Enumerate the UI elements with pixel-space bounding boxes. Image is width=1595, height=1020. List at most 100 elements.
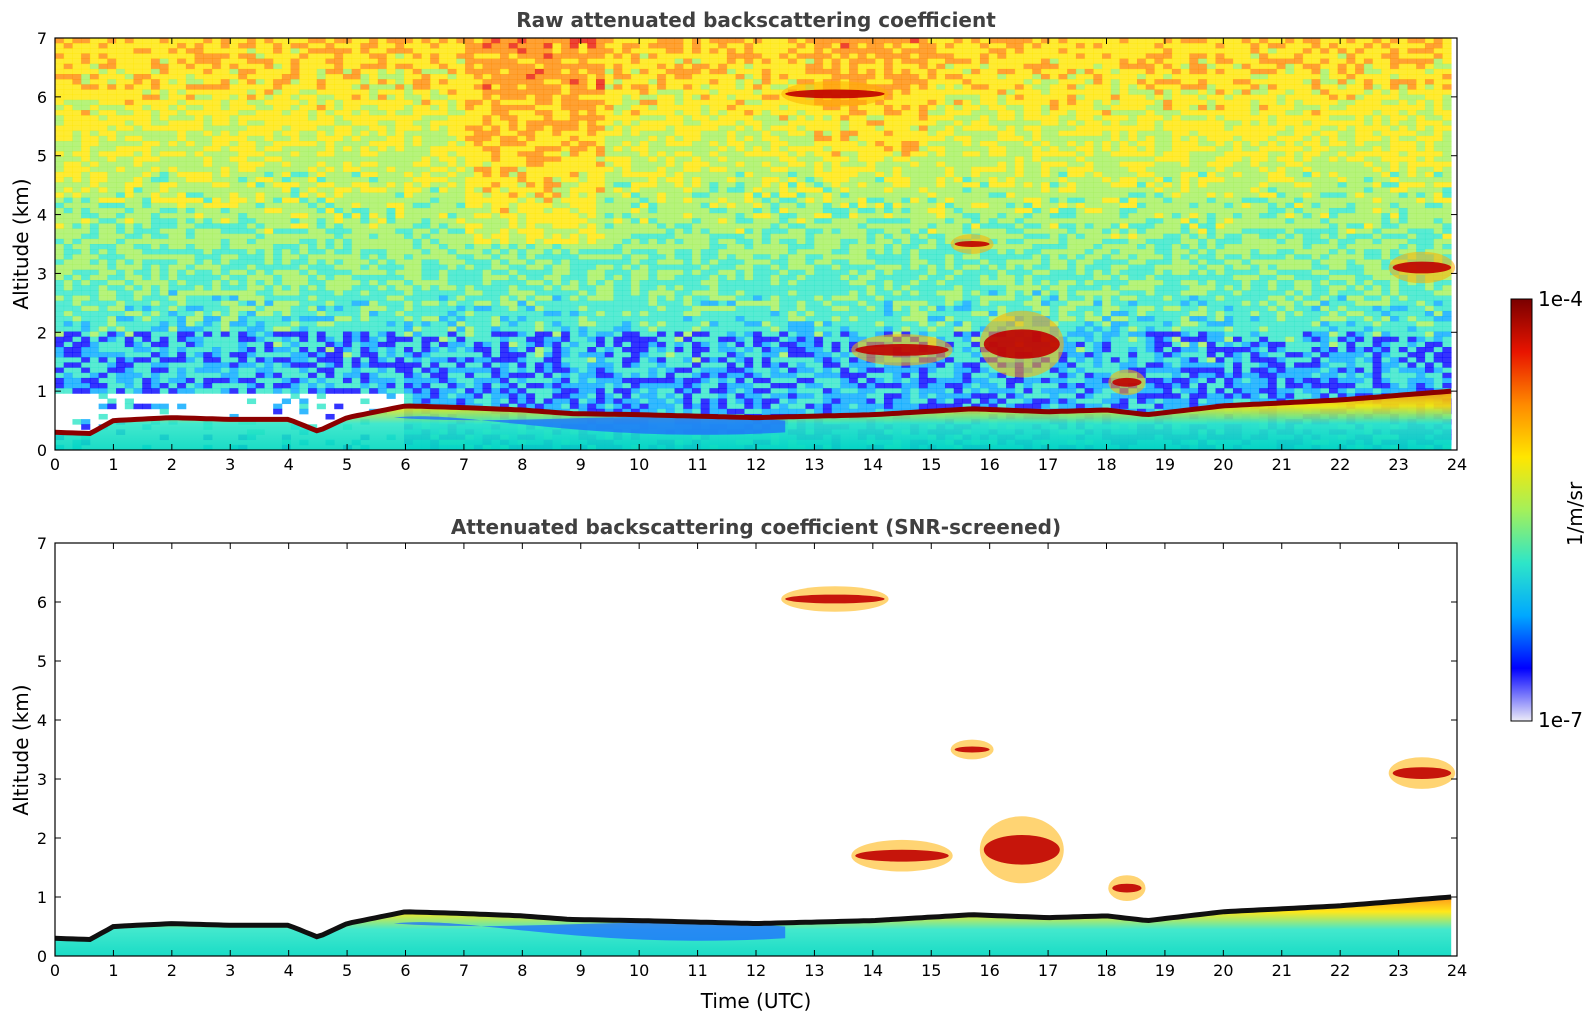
noise-background	[55, 38, 1452, 450]
x-tick-label: 0	[50, 961, 60, 980]
y-tick-label: 6	[37, 593, 47, 612]
x-tick-label: 11	[687, 455, 707, 474]
dry-layer	[393, 416, 786, 435]
x-axis: 0 1 2 3 4 5 6 7 8 9 10 11 12 13 14 15 16 17 18 19 20 21 22 23 24	[50, 38, 1467, 474]
x-tick-label: 21	[1272, 961, 1292, 980]
x-tick-label: 10	[629, 455, 649, 474]
y-tick-label: 2	[37, 323, 47, 342]
x-tick-label: 12	[746, 455, 766, 474]
cloud	[785, 594, 885, 604]
x-tick-label: 14	[863, 961, 883, 980]
y-tick-label: 5	[37, 652, 47, 671]
x-tick-label: 24	[1447, 961, 1467, 980]
x-tick-label: 13	[804, 455, 824, 474]
x-tick-label: 9	[576, 455, 586, 474]
y-axis: 0 1 2 3 4 5 6 7	[37, 534, 1457, 966]
colorbar-gradient	[1510, 298, 1533, 722]
x-tick-label: 12	[746, 961, 766, 980]
x-tick-label: 23	[1388, 961, 1408, 980]
boundary-layer-top	[55, 388, 1452, 437]
x-tick-label: 20	[1213, 455, 1233, 474]
cloud-layers	[55, 81, 1456, 450]
cloud	[954, 241, 990, 247]
y-tick-label: 3	[37, 264, 47, 283]
x-tick-label: 2	[167, 455, 177, 474]
cloud	[1392, 767, 1452, 779]
x-tick-label: 19	[1155, 961, 1175, 980]
y-tick-label: 4	[37, 206, 47, 225]
y-tick-label: 4	[37, 711, 47, 730]
x-tick-label: 5	[342, 961, 352, 980]
x-tick-label: 17	[1038, 455, 1058, 474]
x-tick-label: 9	[576, 961, 586, 980]
plot-area	[55, 38, 1456, 450]
x-tick-label: 4	[284, 961, 294, 980]
plot-frame	[54, 542, 1458, 957]
colorbar-min-label: 1e-7	[1538, 708, 1583, 732]
x-tick-label: 21	[1272, 455, 1292, 474]
colorbar-max-label: 1e-4	[1538, 287, 1583, 311]
x-tick-label: 6	[400, 455, 410, 474]
x-tick-label: 11	[687, 961, 707, 980]
cloud	[983, 329, 1060, 359]
cloud	[855, 344, 949, 356]
chart-title: Attenuated backscattering coefficient (S…	[451, 515, 1061, 539]
y-tick-label: 2	[37, 829, 47, 848]
x-tick-label: 17	[1038, 961, 1058, 980]
x-axis: 0 1 2 3 4 5 6 7 8 9 10 11 12 13 14 15 16 17 18 19 20 21 22 23 24	[50, 543, 1467, 980]
x-tick-label: 7	[459, 961, 469, 980]
x-tick-label: 13	[804, 961, 824, 980]
x-tick-label: 16	[979, 455, 999, 474]
cloud-layers	[55, 586, 1456, 956]
x-tick-label: 3	[225, 455, 235, 474]
x-tick-label: 20	[1213, 961, 1233, 980]
x-tick-label: 24	[1447, 455, 1467, 474]
cloud	[1392, 261, 1452, 274]
x-tick-label: 4	[284, 455, 294, 474]
cloud	[1112, 883, 1142, 893]
x-tick-label: 15	[921, 961, 941, 980]
panel-raw: Raw attenuated backscattering coefficien…	[9, 8, 1467, 474]
x-tick-label: 14	[863, 455, 883, 474]
x-tick-label: 10	[629, 961, 649, 980]
y-tick-label: 5	[37, 147, 47, 166]
x-tick-label: 7	[459, 455, 469, 474]
cloud	[954, 746, 990, 753]
y-tick-label: 1	[37, 888, 47, 907]
y-tick-label: 1	[37, 382, 47, 401]
x-tick-label: 0	[50, 455, 60, 474]
cloud	[1112, 377, 1142, 387]
x-tick-label: 1	[108, 455, 118, 474]
boundary-layer-top	[55, 894, 1452, 943]
x-tick-label: 5	[342, 455, 352, 474]
x-tick-label: 6	[400, 961, 410, 980]
panel-screened: Attenuated backscattering coefficient (S…	[9, 515, 1467, 1013]
x-tick-label: 15	[921, 455, 941, 474]
x-tick-label: 18	[1096, 961, 1116, 980]
y-tick-label: 6	[37, 88, 47, 107]
x-axis-label: Time (UTC)	[700, 989, 812, 1013]
colorbar-unit-label: 1/m/sr	[1563, 481, 1587, 546]
chart-title: Raw attenuated backscattering coefficien…	[516, 8, 996, 32]
y-tick-label: 7	[37, 29, 47, 48]
y-tick-label: 3	[37, 770, 47, 789]
x-tick-label: 19	[1155, 455, 1175, 474]
y-tick-label: 0	[37, 441, 47, 460]
x-tick-label: 2	[167, 961, 177, 980]
x-tick-label: 1	[108, 961, 118, 980]
x-tick-label: 16	[979, 961, 999, 980]
x-tick-label: 8	[517, 961, 527, 980]
x-tick-label: 22	[1330, 961, 1350, 980]
y-axis-label: Altitude (km)	[9, 684, 33, 815]
x-tick-label: 23	[1388, 455, 1408, 474]
cloud	[855, 849, 949, 862]
y-axis: 0 1 2 3 4 5 6 7	[37, 29, 1457, 460]
x-tick-label: 22	[1330, 455, 1350, 474]
plot-area	[55, 586, 1456, 956]
x-tick-label: 3	[225, 961, 235, 980]
colorbar: 1e-4 1e-7 1/m/sr	[1510, 287, 1587, 732]
cloud	[785, 89, 885, 99]
y-tick-label: 7	[37, 534, 47, 553]
x-tick-label: 8	[517, 455, 527, 474]
